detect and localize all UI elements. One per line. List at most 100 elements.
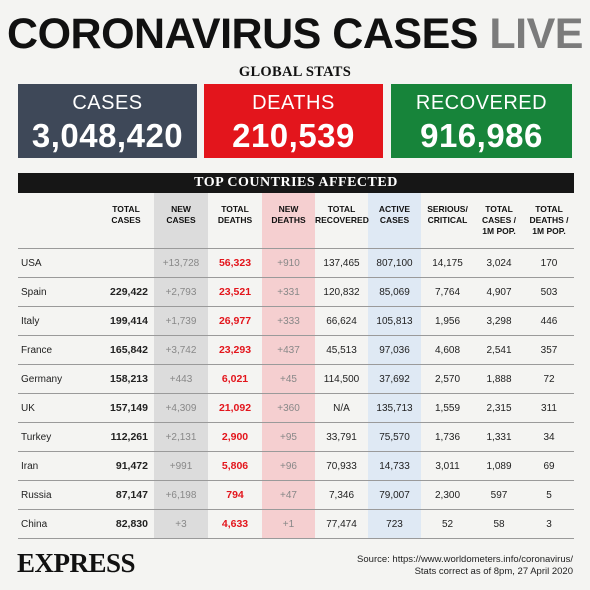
cell-cases-per-million: 3,298 bbox=[474, 306, 524, 336]
recovered-label: RECOVERED bbox=[415, 92, 548, 114]
stats-note: Stats correct as of 8pm, 27 April 2020 bbox=[414, 566, 573, 577]
cell-total-cases: 87,147 bbox=[98, 480, 154, 510]
cell-new-cases: +443 bbox=[154, 364, 208, 394]
cell-total-deaths: 23,521 bbox=[208, 277, 262, 307]
cell-active-cases: 85,069 bbox=[368, 277, 421, 307]
footer-notes: Source: https://www.worldometers.info/co… bbox=[357, 554, 573, 578]
table-row: USA +13,728 56,323 +910 137,465 807,100 14,175… bbox=[18, 248, 574, 278]
recovered-value: 916,986 bbox=[420, 117, 543, 154]
cell-deaths-per-million: 503 bbox=[524, 277, 574, 307]
cell-total-cases: 158,213 bbox=[98, 364, 154, 394]
cell-country: Germany bbox=[18, 364, 98, 394]
table-row: Spain 229,422 +2,793 23,521 +331 120,832 85,06… bbox=[18, 277, 574, 307]
table-row: Turkey 112,261 +2,131 2,900 +95 33,791 75,570 1… bbox=[18, 422, 574, 452]
cell-new-cases: +4,309 bbox=[154, 393, 208, 423]
header-total-cases: TOTAL CASES bbox=[111, 204, 141, 225]
cell-total-cases: 91,472 bbox=[98, 451, 154, 481]
cases-value: 3,048,420 bbox=[31, 117, 184, 154]
cell-cases-per-million: 1,331 bbox=[474, 422, 524, 452]
cell-new-deaths: +47 bbox=[262, 480, 315, 510]
cell-new-deaths: +45 bbox=[262, 364, 315, 394]
cell-total-cases: 165,842 bbox=[98, 335, 154, 365]
table-row: France 165,842 +3,742 23,293 +437 45,513 97,03… bbox=[18, 335, 574, 365]
cell-active-cases: 723 bbox=[368, 509, 421, 539]
header-active-cases: ACTIVE CASES bbox=[378, 204, 411, 225]
cell-total-cases: 229,422 bbox=[98, 277, 154, 307]
cell-cases-per-million: 58 bbox=[474, 509, 524, 539]
cell-active-cases: 97,036 bbox=[368, 335, 421, 365]
cell-serious-critical: 1,956 bbox=[421, 306, 474, 336]
brand-logo: EXPRESS bbox=[17, 548, 136, 578]
cell-country: UK bbox=[18, 393, 98, 423]
cell-new-deaths: +95 bbox=[262, 422, 315, 452]
cell-cases-per-million: 597 bbox=[474, 480, 524, 510]
cell-new-cases: +3 bbox=[154, 509, 208, 539]
cell-deaths-per-million: 3 bbox=[524, 509, 574, 539]
cell-new-cases: +1,739 bbox=[154, 306, 208, 336]
cell-total-cases: 112,261 bbox=[98, 422, 154, 452]
cell-total-recovered: 66,624 bbox=[315, 306, 368, 336]
header-serious-critical: SERIOUS/ CRITICAL bbox=[427, 204, 468, 225]
table-row: Iran 91,472 +991 5,806 +96 70,933 14,733 3,011 1… bbox=[18, 451, 574, 481]
cell-new-deaths: +1 bbox=[262, 509, 315, 539]
header-cases-per-million: TOTAL CASES / 1M POP. bbox=[481, 204, 516, 236]
table-row: Germany 158,213 +443 6,021 +45 114,500 37,692 2… bbox=[18, 364, 574, 394]
cell-new-cases: +6,198 bbox=[154, 480, 208, 510]
cell-serious-critical: 2,300 bbox=[421, 480, 474, 510]
table-row: UK 157,149 +4,309 21,092 +360 N/A 135,713 1,559… bbox=[18, 393, 574, 423]
cell-total-deaths: 2,900 bbox=[208, 422, 262, 452]
global-stats-title: GLOBAL STATS bbox=[238, 64, 352, 80]
header-new-cases: NEW CASES bbox=[166, 204, 196, 225]
cell-deaths-per-million: 72 bbox=[524, 364, 574, 394]
cell-total-deaths: 26,977 bbox=[208, 306, 262, 336]
countries-table-section: TOP COUNTRIES AFFECTED TOTAL CASES NEW C… bbox=[18, 173, 574, 539]
header-total-deaths: TOTAL DEATHS bbox=[217, 204, 253, 225]
cell-serious-critical: 52 bbox=[421, 509, 474, 539]
cell-total-deaths: 4,633 bbox=[208, 509, 262, 539]
cell-new-cases: +3,742 bbox=[154, 335, 208, 365]
cell-active-cases: 14,733 bbox=[368, 451, 421, 481]
cell-new-deaths: +333 bbox=[262, 306, 315, 336]
cell-total-deaths: 794 bbox=[208, 480, 262, 510]
cell-total-recovered: 114,500 bbox=[315, 364, 368, 394]
cell-country: Iran bbox=[18, 451, 98, 481]
title-live: LIVE bbox=[489, 10, 583, 58]
cell-total-recovered: 7,346 bbox=[315, 480, 368, 510]
table-row: Italy 199,414 +1,739 26,977 +333 66,624 105,81… bbox=[18, 306, 574, 336]
cell-deaths-per-million: 446 bbox=[524, 306, 574, 336]
table-row: China 82,830 +3 4,633 +1 77,474 723 52 58 3 bbox=[18, 509, 574, 539]
cell-new-deaths: +437 bbox=[262, 335, 315, 365]
cell-active-cases: 135,713 bbox=[368, 393, 421, 423]
cell-total-deaths: 5,806 bbox=[208, 451, 262, 481]
cell-country: Turkey bbox=[18, 422, 98, 452]
cell-total-deaths: 56,323 bbox=[208, 248, 262, 278]
cell-deaths-per-million: 5 bbox=[524, 480, 574, 510]
cell-deaths-per-million: 69 bbox=[524, 451, 574, 481]
cell-total-recovered: 77,474 bbox=[315, 509, 368, 539]
cell-deaths-per-million: 170 bbox=[524, 248, 574, 278]
source-note: Source: https://www.worldometers.info/co… bbox=[357, 554, 573, 565]
header-total-recovered: TOTAL RECOVERED bbox=[315, 204, 369, 225]
deaths-label: DEATHS bbox=[252, 92, 335, 114]
cell-total-deaths: 23,293 bbox=[208, 335, 262, 365]
cell-serious-critical: 1,559 bbox=[421, 393, 474, 423]
cell-active-cases: 79,007 bbox=[368, 480, 421, 510]
cell-active-cases: 37,692 bbox=[368, 364, 421, 394]
cell-total-recovered: 70,933 bbox=[315, 451, 368, 481]
cases-label: CASES bbox=[72, 92, 143, 114]
cell-total-recovered: 120,832 bbox=[315, 277, 368, 307]
cell-new-cases: +991 bbox=[154, 451, 208, 481]
cell-new-cases: +13,728 bbox=[154, 248, 208, 278]
cell-new-cases: +2,131 bbox=[154, 422, 208, 452]
cell-deaths-per-million: 34 bbox=[524, 422, 574, 452]
deaths-value: 210,539 bbox=[232, 117, 355, 154]
cell-total-deaths: 21,092 bbox=[208, 393, 262, 423]
recovered-box: RECOVERED 916,986 bbox=[391, 84, 572, 158]
header-country bbox=[18, 193, 98, 249]
cell-country: Russia bbox=[18, 480, 98, 510]
cell-new-deaths: +96 bbox=[262, 451, 315, 481]
cell-serious-critical: 2,570 bbox=[421, 364, 474, 394]
cell-country: Spain bbox=[18, 277, 98, 307]
header-deaths-per-million: TOTAL DEATHS / 1M POP. bbox=[529, 204, 569, 236]
cell-new-deaths: +910 bbox=[262, 248, 315, 278]
